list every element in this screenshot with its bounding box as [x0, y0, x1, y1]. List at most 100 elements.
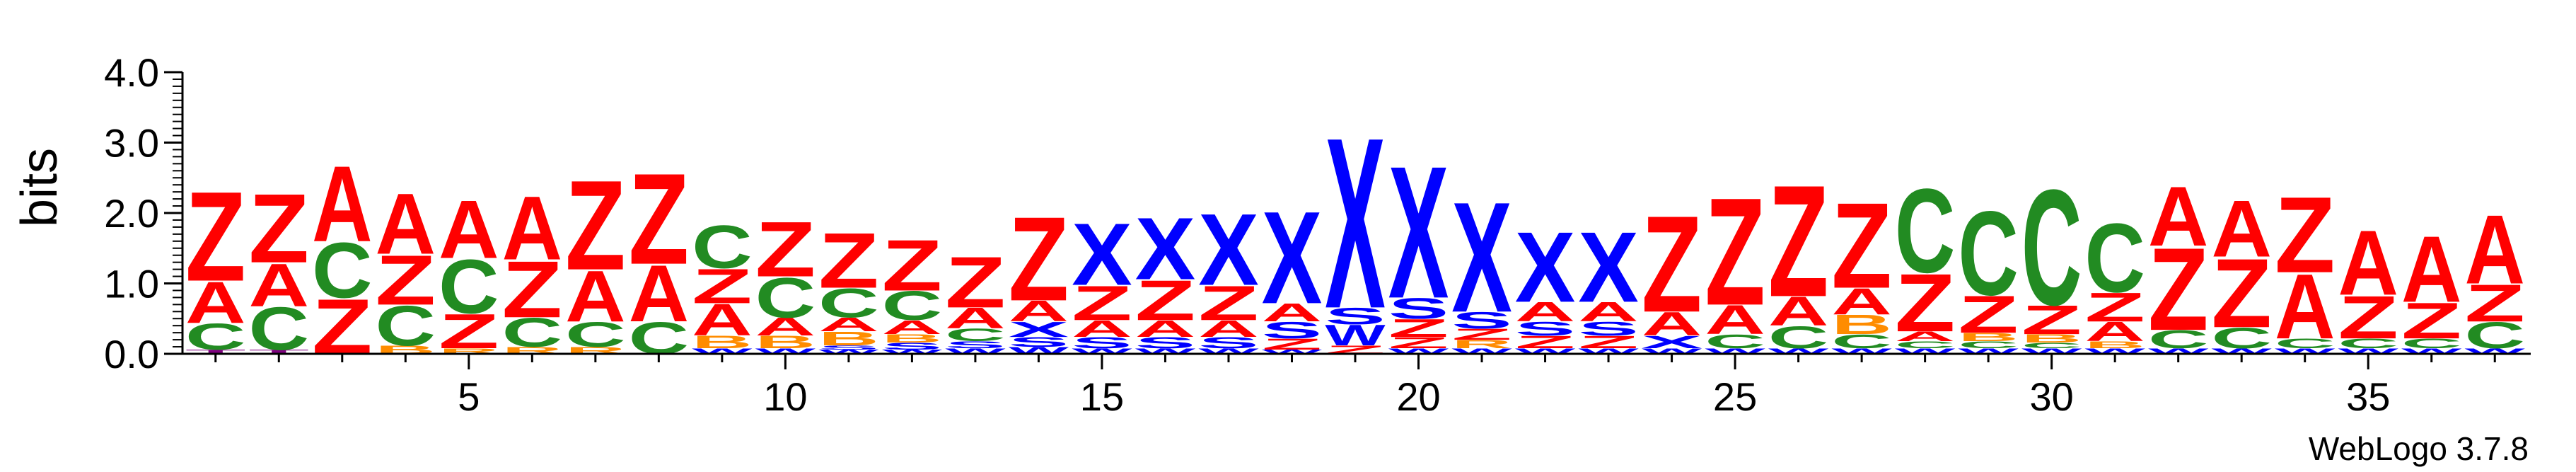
logo-letter-a: A [1831, 281, 1892, 323]
logo-letter-c: C [945, 326, 1006, 345]
logo-letter-z: Z [439, 304, 499, 359]
logo-letter-z: Z [818, 217, 879, 304]
logo-letter-c: C [2148, 325, 2208, 353]
logo-letter-x: X [1072, 205, 1132, 304]
logo-letter-z: Z [2338, 283, 2398, 351]
logo-letter-c: C [1895, 164, 1956, 298]
logo-letter-b: B [2021, 332, 2082, 345]
logo-letter-r: R [1451, 338, 1512, 351]
logo-letter-x: X [1198, 192, 1259, 306]
logo-letter-a: A [1262, 299, 1322, 327]
logo-letter-x: X [1388, 128, 1449, 338]
logo-letter-c: C [2021, 341, 2082, 350]
logo-letter-z: Z [2464, 273, 2525, 333]
logo-letter-a: A [2275, 255, 2336, 359]
logo-letter-c: C [1768, 320, 1828, 355]
logo-letter-c: C [2338, 335, 2398, 351]
y-axis: 0.0 1.0 2.0 3.0 4.0 [104, 50, 184, 376]
logo-letter-x: X [1578, 211, 1639, 323]
y-tick-label: 3.0 [104, 121, 159, 166]
x-tick-label: 35 [2346, 374, 2390, 419]
logo-letter-c: C [502, 310, 563, 356]
weblogo-credit: WebLogo 3.7.8 [2309, 430, 2529, 467]
logo-letter-z: Z [1388, 313, 1449, 343]
logo-letter-a: A [1578, 297, 1639, 328]
logo-letter-a: A [818, 313, 879, 335]
plot-area: TCAZTCAZZCABCZARZCARCZARCAZCAZWBAZCWBACZ… [185, 88, 2525, 371]
logo-letter-c: C [818, 280, 879, 326]
logo-letter-x: X [1009, 318, 1069, 342]
logo-letter-b: B [882, 332, 943, 345]
logo-letter-s: S [1135, 334, 1196, 352]
logo-letter-s: S [818, 345, 879, 351]
logo-letter-a: A [312, 143, 373, 264]
logo-letter-s: S [1009, 335, 1069, 350]
logo-letter-w: W [1262, 348, 1323, 355]
logo-letter-a: A [2148, 169, 2209, 264]
x-tick-label: 20 [1396, 374, 1440, 419]
logo-letter-z: Z [1072, 276, 1132, 330]
logo-letter-w: W [882, 348, 943, 355]
logo-letter-t: T [249, 349, 310, 355]
logo-letter-s: S [1451, 307, 1512, 333]
logo-letter-a: A [882, 316, 943, 338]
logo-letter-z: Z [1831, 178, 1892, 314]
logo-letter-c: C [312, 227, 373, 315]
logo-letter-a: A [2084, 316, 2145, 347]
logo-letter-a: A [376, 175, 436, 272]
logo-letter-a: A [439, 183, 499, 275]
x-tick-label: 30 [2030, 374, 2074, 419]
logo-letter-z: Z [1009, 192, 1069, 326]
logo-letter-c: C [439, 244, 499, 330]
logo-letter-c: C [2464, 315, 2525, 357]
logo-letter-z: Z [1642, 188, 1702, 341]
logo-letter-c: C [2275, 335, 2336, 351]
logo-letter-b: B [1831, 309, 1892, 340]
logo-letter-s: S [1325, 303, 1385, 329]
logo-letter-z: Z [1958, 284, 2019, 344]
logo-letter-z: Z [376, 241, 436, 320]
logo-letter-z: Z [882, 225, 943, 306]
logo-letter-c: C [882, 283, 943, 329]
logo-letter-w: W [818, 348, 879, 355]
logo-letter-z: Z [502, 245, 563, 335]
logo-letter-c: C [185, 316, 246, 358]
logo-letter-a: A [1135, 316, 1196, 342]
logo-letter-z: Z [1451, 326, 1512, 343]
logo-letter-z: Z [2211, 238, 2272, 348]
logo-letter-c: C [1895, 340, 1956, 350]
logo-letter-a: A [692, 295, 753, 345]
logo-letter-z: Z [1135, 269, 1196, 333]
logo-letter-a: A [502, 178, 563, 279]
logo-letter-s: S [1578, 318, 1639, 340]
logo-letter-c: C [1958, 340, 2019, 350]
y-axis-label: bits [11, 148, 68, 227]
logo-letter-s: S [945, 340, 1006, 351]
y-tick-label: 4.0 [104, 50, 159, 95]
logo-letter-a: A [1768, 289, 1829, 335]
logo-letter-z: Z [629, 146, 690, 292]
logo-letter-s: S [882, 341, 943, 352]
logo-letter-x: X [1325, 88, 1386, 359]
logo-letter-a: A [1895, 328, 1956, 344]
logo-letter-a: A [2401, 217, 2462, 322]
logo-letter-x: X [1135, 199, 1196, 298]
logo-letter-a: A [2464, 195, 2525, 305]
logo-letter-s: S [1072, 334, 1132, 352]
logo-letter-z: Z [2275, 175, 2336, 296]
logo-letter-c: C [2021, 156, 2082, 340]
logo-letter-c: C [1831, 330, 1892, 352]
logo-letter-c: C [2211, 321, 2271, 354]
logo-letter-z: Z [249, 173, 310, 283]
logo-letter-s: S [1198, 334, 1259, 352]
logo-letter-c: C [2084, 204, 2145, 313]
y-tick-label: 0.0 [104, 332, 159, 376]
x-tick-label: 25 [1713, 374, 1757, 419]
x-tick-label: 10 [763, 374, 807, 419]
x-tick-label: 15 [1080, 374, 1124, 419]
logo-letter-z: Z [185, 166, 246, 308]
logo-letter-z: Z [1198, 276, 1259, 330]
logo-letter-a: A [565, 256, 626, 337]
logo-letter-t: T [185, 349, 246, 355]
